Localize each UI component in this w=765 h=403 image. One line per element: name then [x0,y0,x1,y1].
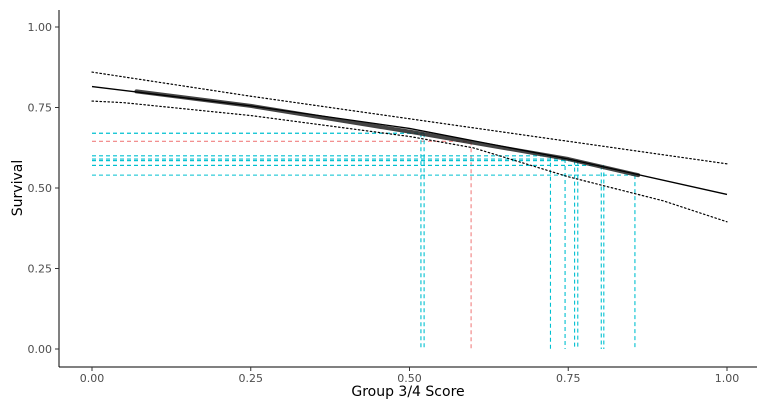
y-tick-label-2: 0.50 [28,182,53,195]
y-tick-label-4: 1.00 [28,21,53,34]
y-tick-label-0: 0.00 [28,343,53,356]
series-fit [91,85,728,196]
x-axis-title: Group 3/4 Score [351,384,464,400]
x-ticks-layer: 0.00 0.25 0.50 0.75 1.00 [80,367,740,385]
reference-lines-layer [92,132,636,349]
x-tick-label-2: 0.50 [397,372,422,385]
axes-layer [58,10,757,368]
y-ticks-layer: 0.00 0.25 0.50 0.75 1.00 [28,21,59,356]
series-upper-bound [91,71,728,165]
y-tick-label-1: 0.25 [28,263,53,276]
y-axis-title: Survival [10,160,26,216]
series-layer [91,71,728,223]
x-tick-label-1: 0.25 [239,372,264,385]
x-tick-label-3: 0.75 [556,372,581,385]
y-tick-label-3: 0.75 [28,102,53,115]
x-tick-label-0: 0.00 [80,372,105,385]
series-lower-bound [91,100,728,223]
x-tick-label-4: 1.00 [715,372,740,385]
